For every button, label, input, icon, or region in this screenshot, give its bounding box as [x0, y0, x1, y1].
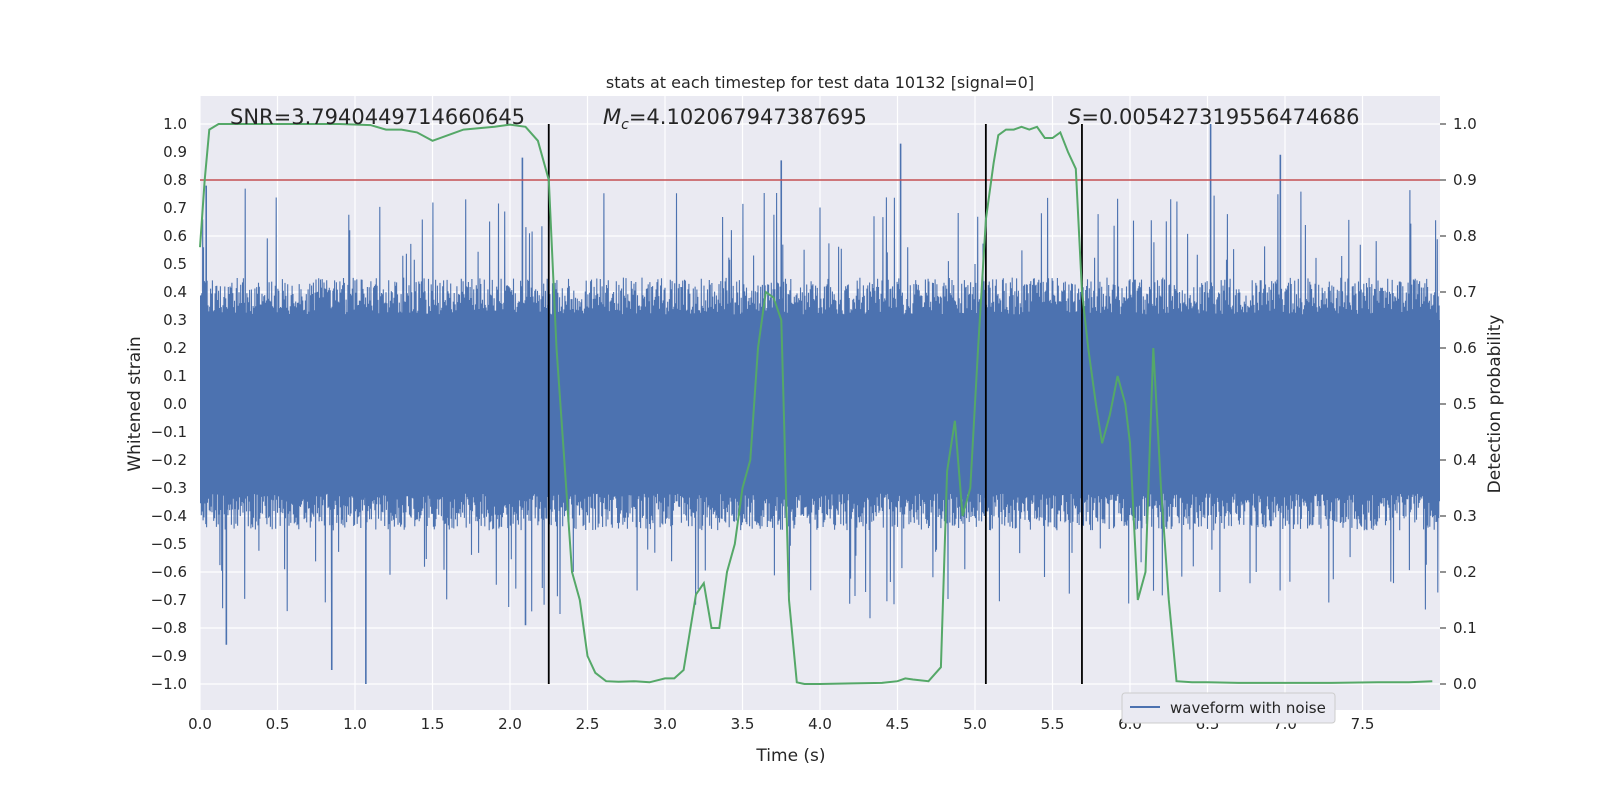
x-tick-label: 5.5	[1041, 715, 1065, 733]
chart-title: stats at each timestep for test data 101…	[606, 73, 1034, 92]
y-right-tick-label: 0.6	[1453, 339, 1477, 357]
legend-entry-waveform: waveform with noise	[1170, 699, 1326, 717]
y-left-tick-label: 0.4	[163, 283, 187, 301]
detection-probability-line	[199, 123, 1433, 685]
x-tick-label: 0.0	[188, 715, 212, 733]
y-right-tick-label: 0.7	[1453, 283, 1477, 301]
y-left-tick-label: 0.9	[163, 143, 187, 161]
y-right-tick-label: 0.8	[1453, 227, 1477, 245]
y-left-tick-label: 0.2	[163, 339, 187, 357]
y-left-tick-label: 0.0	[163, 395, 187, 413]
tick-labels: 0.0 0.5 1.0 1.5 2.0 2.5 3.0 3.5 4.0 4.5 5.0 5.5 6.0 6…	[151, 115, 1477, 733]
x-tick-label: 2.5	[576, 715, 600, 733]
waveform-series	[200, 124, 1440, 684]
legend: waveform with noise	[1121, 692, 1336, 724]
y-right-tick-label: 0.2	[1453, 563, 1477, 581]
y-right-tick-label: 0.4	[1453, 451, 1477, 469]
y-left-tick-label: −1.0	[151, 675, 187, 693]
x-tick-label: 4.5	[886, 715, 910, 733]
y-left-tick-label: 0.3	[163, 311, 187, 329]
y-left-tick-label: 0.1	[163, 367, 187, 385]
y-left-tick-label: 0.5	[163, 255, 187, 273]
x-tick-label: 3.0	[653, 715, 677, 733]
x-tick-label: 5.0	[963, 715, 987, 733]
y-left-tick-label: −0.4	[151, 507, 187, 525]
y-right-tick-label: 0.9	[1453, 171, 1477, 189]
x-tick-label: 4.0	[808, 715, 832, 733]
y-left-tick-label: −0.2	[151, 451, 187, 469]
waveform-core	[200, 320, 1440, 488]
y-axis-label-right: Detection probability	[1485, 315, 1505, 494]
y-axis-label-left: Whitened strain	[125, 336, 145, 471]
y-right-tick-label: 0.3	[1453, 507, 1477, 525]
y-right-tick-label: 0.1	[1453, 619, 1477, 637]
y-left-tick-label: −0.8	[151, 619, 187, 637]
y-left-tick-label: −0.9	[151, 647, 187, 665]
y-left-tick-label: 1.0	[163, 115, 187, 133]
legend-box	[1121, 692, 1336, 724]
x-axis-label: Time (s)	[755, 746, 825, 766]
snr-annotation: SNR=3.7940449714660645	[230, 105, 525, 129]
x-tick-label: 1.0	[343, 715, 367, 733]
y-left-tick-label: −0.5	[151, 535, 187, 553]
probability-series	[199, 123, 1433, 685]
y-left-tick-label: 0.7	[163, 199, 187, 217]
x-tick-label: 3.5	[731, 715, 755, 733]
x-tick-label: 1.5	[421, 715, 445, 733]
y-right-tick-label: 0.0	[1453, 675, 1477, 693]
y-left-tick-label: 0.8	[163, 171, 187, 189]
x-tick-label: 0.5	[266, 715, 290, 733]
y-right-tick-label: 1.0	[1453, 115, 1477, 133]
y-left-tick-label: −0.1	[151, 423, 187, 441]
x-tick-label: 2.0	[498, 715, 522, 733]
y-right-tick-label: 0.5	[1453, 395, 1477, 413]
y-left-tick-label: −0.3	[151, 479, 187, 497]
x-tick-label: 7.5	[1351, 715, 1375, 733]
s-annotation: S=0.005427319556474686	[1068, 105, 1359, 129]
y-left-tick-label: 0.6	[163, 227, 187, 245]
chirp-mass-annotation: Mc=4.102067947387695	[603, 105, 867, 133]
y-left-tick-label: −0.6	[151, 563, 187, 581]
y-left-tick-label: −0.7	[151, 591, 187, 609]
